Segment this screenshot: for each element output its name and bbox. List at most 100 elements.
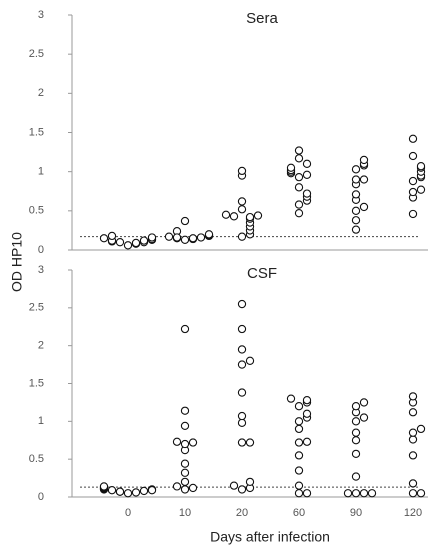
y-tick-label: 1.5: [29, 377, 44, 389]
data-point: [253, 211, 263, 220]
data-point: [416, 162, 426, 171]
x-tick-label: 60: [293, 507, 305, 519]
data-point: [107, 486, 117, 495]
data-point: [123, 489, 133, 498]
data-point: [408, 479, 418, 488]
data-point: [294, 481, 304, 490]
data-point: [294, 451, 304, 460]
data-point: [359, 155, 369, 165]
data-point: [294, 146, 304, 155]
data-point: [180, 485, 190, 494]
data-point: [245, 477, 255, 487]
data-point: [408, 187, 418, 197]
data-point: [237, 205, 247, 214]
data-point: [180, 439, 190, 449]
x-tick-label: 0: [125, 507, 131, 519]
data-point: [359, 202, 369, 212]
data-point: [139, 486, 149, 496]
data-point: [408, 392, 418, 401]
data-point: [99, 234, 109, 243]
data-point: [204, 230, 214, 239]
data-point: [294, 154, 304, 163]
data-point: [123, 241, 133, 250]
x-tick-label: 10: [179, 507, 191, 519]
data-point: [351, 436, 361, 445]
data-point: [188, 234, 198, 243]
data-point: [131, 238, 141, 248]
data-point: [351, 206, 361, 215]
data-point: [351, 225, 361, 234]
data-point: [245, 212, 255, 222]
y-tick-label: 1: [38, 415, 44, 427]
data-point: [237, 388, 247, 397]
x-tick-label: 120: [404, 507, 422, 519]
data-point: [115, 238, 125, 247]
data-point: [131, 488, 141, 497]
y-tick-label: 0: [38, 491, 44, 503]
data-point: [237, 197, 247, 206]
data-point: [408, 134, 418, 143]
data-point: [172, 482, 182, 491]
data-point: [164, 232, 174, 241]
data-point: [302, 395, 312, 405]
data-point: [359, 413, 369, 422]
data-point: [351, 428, 361, 437]
data-point: [237, 438, 247, 447]
data-point: [139, 236, 149, 245]
y-tick-label: 2: [38, 340, 44, 352]
data-point: [180, 477, 190, 487]
data-point: [180, 421, 190, 431]
data-point: [188, 438, 198, 447]
data-point: [180, 406, 190, 415]
data-point: [351, 449, 361, 459]
data-point: [196, 233, 206, 242]
data-point: [229, 481, 239, 490]
data-point: [302, 170, 312, 179]
data-point: [286, 394, 296, 403]
data-point: [302, 489, 312, 498]
data-point: [115, 487, 125, 496]
data-point: [359, 175, 369, 184]
data-point: [351, 165, 361, 174]
data-point: [351, 489, 361, 498]
data-point: [408, 428, 418, 437]
y-tick-label: 0.5: [29, 205, 44, 217]
data-point: [343, 489, 353, 498]
data-point: [180, 216, 190, 226]
x-axis-label: Days after infection: [210, 529, 330, 545]
data-point: [237, 411, 247, 421]
data-point: [359, 398, 369, 407]
data-point: [180, 459, 190, 468]
data-point: [294, 172, 304, 182]
data-point: [408, 489, 418, 498]
data-point: [245, 438, 255, 447]
data-point: [351, 472, 361, 481]
data-point: [408, 435, 418, 444]
data-point: [237, 360, 247, 369]
data-point: [408, 451, 418, 460]
y-axis-label: OD HP10: [9, 232, 25, 292]
data-point: [294, 438, 304, 447]
data-point: [237, 232, 247, 241]
data-point: [408, 176, 418, 186]
data-point: [294, 489, 304, 498]
y-tick-label: 3: [38, 264, 44, 276]
y-tick-label: 2.5: [29, 302, 44, 314]
data-point: [237, 299, 247, 309]
x-tick-label: 90: [350, 507, 362, 519]
data-point: [351, 216, 361, 225]
panel-title: Sera: [246, 10, 278, 27]
data-point: [294, 209, 304, 218]
data-point: [147, 486, 157, 495]
y-tick-label: 3: [38, 9, 44, 21]
data-point: [302, 409, 312, 418]
data-point: [351, 417, 361, 426]
data-point: [237, 166, 247, 176]
data-point: [302, 159, 312, 168]
data-point: [408, 209, 418, 219]
data-point: [237, 418, 247, 427]
data-point: [180, 235, 190, 244]
data-point: [237, 485, 247, 494]
data-point: [408, 151, 418, 161]
